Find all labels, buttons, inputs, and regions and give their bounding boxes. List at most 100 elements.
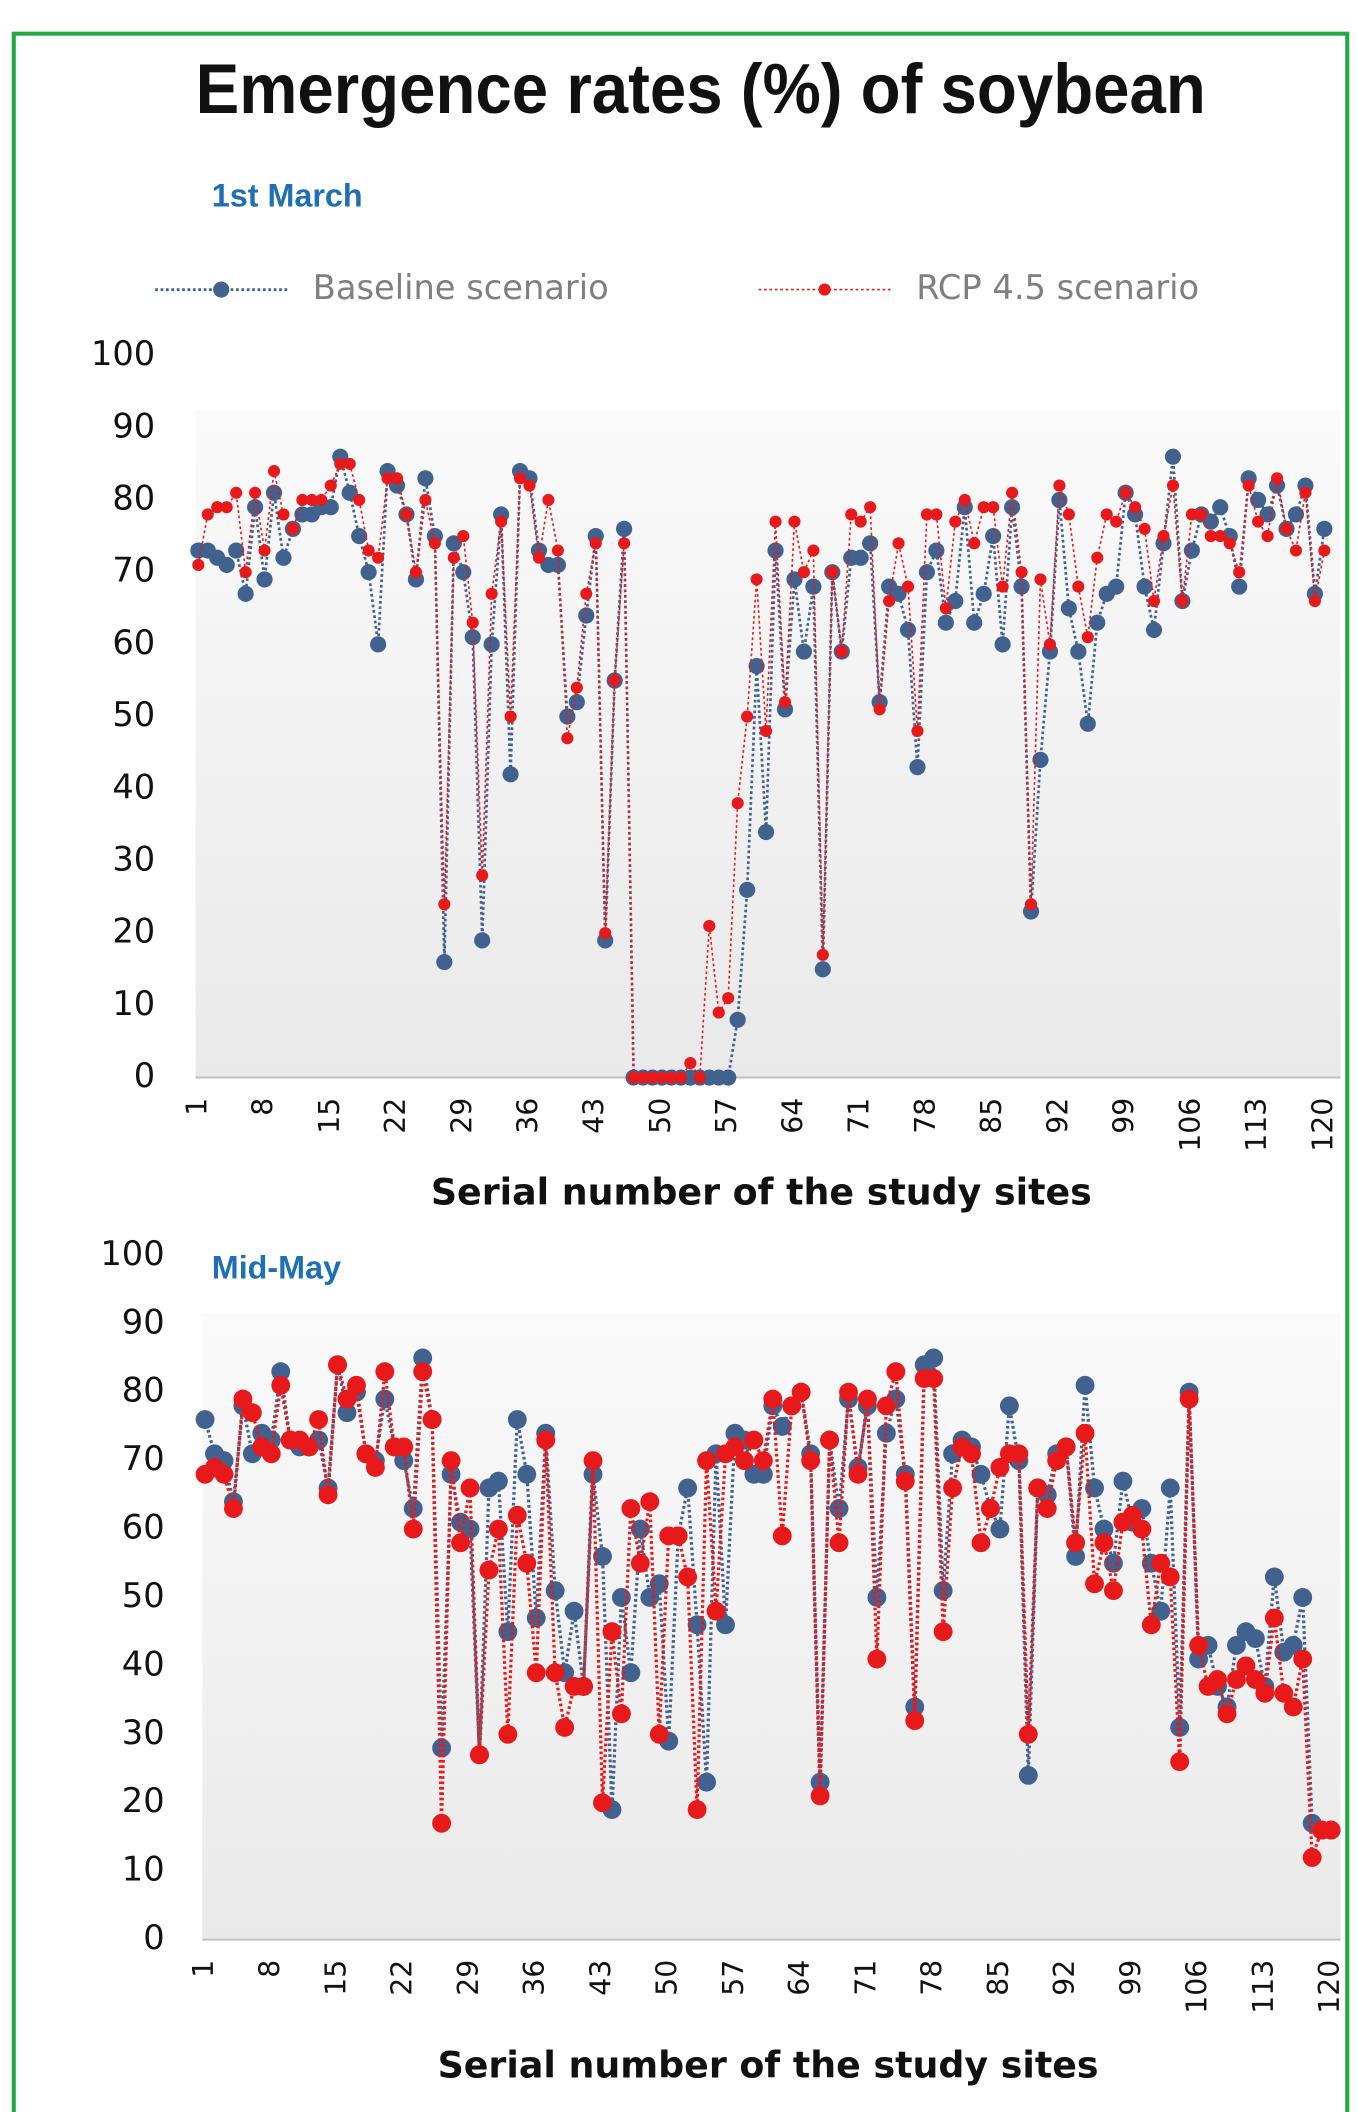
data-point (1104, 1581, 1123, 1601)
data-point (1214, 530, 1227, 543)
data-point (1289, 544, 1303, 557)
data-point (375, 1389, 395, 1409)
x-tick-label: 78 (916, 1960, 949, 1996)
data-point (1179, 1389, 1199, 1409)
data-point (1079, 715, 1096, 732)
x-tick-label: 36 (518, 1960, 551, 1996)
data-point (1259, 506, 1276, 523)
data-point (621, 1663, 641, 1683)
data-point (561, 732, 574, 745)
data-point (583, 1451, 603, 1471)
data-point (725, 1437, 745, 1457)
data-point (1223, 537, 1236, 550)
data-point (748, 657, 765, 675)
data-point (1212, 499, 1229, 516)
data-point (1321, 1820, 1341, 1840)
data-point (971, 1533, 991, 1553)
data-point (451, 1533, 470, 1553)
data-point (523, 479, 536, 492)
data-point (820, 1430, 840, 1450)
data-point (971, 1464, 991, 1484)
data-point (370, 636, 387, 653)
data-point (1261, 530, 1274, 543)
data-point (532, 551, 546, 564)
data-point (697, 1772, 716, 1792)
data-point (757, 824, 775, 841)
data-point (417, 470, 434, 487)
data-point (1004, 499, 1021, 516)
data-point (616, 520, 633, 537)
y-tick-label: 70 (122, 1439, 165, 1478)
x-tick-label: 29 (445, 1098, 478, 1134)
data-point (873, 703, 886, 716)
data-point (1006, 486, 1019, 499)
data-point (1015, 566, 1028, 579)
x-axis-label: Serial number of the study sites (431, 1171, 1092, 1214)
data-point (1255, 1683, 1275, 1703)
data-point (1132, 1519, 1152, 1539)
data-point (797, 566, 810, 579)
x-tick-label: 64 (783, 1960, 816, 1996)
data-point (1316, 520, 1333, 537)
data-point (668, 1526, 688, 1546)
data-point (457, 530, 470, 543)
data-point (488, 1471, 508, 1491)
data-point (665, 1071, 678, 1084)
data-point (791, 1382, 811, 1402)
data-point (1217, 1704, 1237, 1724)
data-point (966, 614, 983, 631)
data-point (1208, 1670, 1227, 1690)
x-tick-label: 8 (253, 1960, 286, 1978)
data-point (999, 1396, 1019, 1416)
x-tick-label: 92 (1048, 1960, 1081, 1996)
data-point (753, 1464, 773, 1484)
data-point (839, 1382, 858, 1402)
data-point (975, 585, 992, 602)
data-point (237, 585, 254, 602)
data-point (513, 472, 527, 485)
data-point (214, 1464, 234, 1484)
data-point (460, 1478, 480, 1498)
y-tick-label: 80 (112, 478, 155, 517)
data-point (343, 457, 356, 470)
data-point (1157, 530, 1170, 543)
data-point (498, 1724, 518, 1744)
data-point (778, 696, 792, 709)
data-point (826, 566, 839, 579)
data-point (1119, 486, 1132, 499)
data-point (436, 953, 453, 971)
data-point (324, 479, 337, 492)
data-point (1151, 1601, 1171, 1621)
data-point (905, 1711, 925, 1731)
x-tick-label: 106 (1174, 1098, 1207, 1152)
data-point (1270, 472, 1284, 485)
x-tick-label: 71 (843, 1098, 876, 1134)
data-point (909, 759, 926, 776)
x-tick-label: 64 (776, 1098, 809, 1134)
data-point (1100, 508, 1113, 521)
data-point (1113, 1471, 1133, 1491)
x-tick-label: 8 (247, 1098, 280, 1116)
data-point (1094, 1533, 1114, 1553)
data-point (1302, 1848, 1322, 1867)
data-point (795, 643, 812, 660)
data-point (428, 537, 441, 550)
data-point (479, 1560, 499, 1580)
data-point (1136, 578, 1153, 595)
data-point (507, 1410, 527, 1429)
data-point (1176, 594, 1189, 608)
data-point (1189, 1649, 1209, 1669)
data-point (1227, 1670, 1246, 1690)
x-tick-label: 120 (1306, 1098, 1339, 1152)
data-point (1195, 508, 1208, 521)
data-point (1245, 1670, 1265, 1690)
data-point (848, 1464, 868, 1484)
plot-background (195, 410, 1341, 1078)
data-point (716, 1615, 735, 1635)
x-tick-label: 57 (710, 1098, 743, 1134)
data-point (483, 636, 500, 653)
data-point (1283, 1635, 1303, 1655)
data-point (242, 1403, 262, 1423)
data-point (394, 1451, 414, 1471)
